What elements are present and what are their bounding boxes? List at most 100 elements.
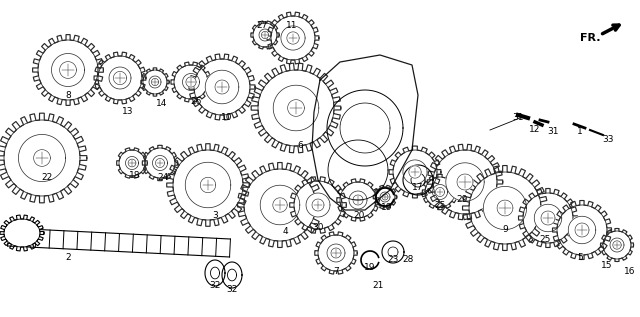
Text: 5: 5 [577,254,583,262]
Polygon shape [119,150,145,176]
Polygon shape [173,150,243,220]
Polygon shape [353,195,363,205]
Polygon shape [194,59,250,115]
Polygon shape [375,187,395,207]
Polygon shape [4,219,40,247]
Text: 9: 9 [502,225,508,235]
Polygon shape [380,192,390,202]
Polygon shape [34,150,51,166]
Text: 4: 4 [282,228,288,236]
Text: 15: 15 [601,261,612,269]
Polygon shape [603,231,631,259]
Polygon shape [312,199,324,211]
Polygon shape [497,200,513,216]
Text: 1: 1 [577,127,583,137]
Polygon shape [60,61,76,78]
Text: 7: 7 [333,268,339,276]
Polygon shape [152,78,159,86]
Polygon shape [403,160,427,184]
Polygon shape [19,134,65,182]
Polygon shape [331,248,341,258]
Polygon shape [244,169,316,241]
Polygon shape [557,205,607,255]
Polygon shape [253,23,277,47]
Text: 11: 11 [286,21,298,29]
Text: 3: 3 [212,210,218,219]
Polygon shape [273,198,287,212]
Text: 32: 32 [227,286,237,294]
Polygon shape [215,80,229,94]
Text: 21: 21 [372,281,384,289]
Polygon shape [258,70,334,146]
Text: 25: 25 [540,236,550,244]
Polygon shape [287,100,305,116]
Polygon shape [109,67,131,89]
Polygon shape [174,65,208,99]
Text: 6: 6 [297,140,303,150]
Polygon shape [393,150,437,194]
Polygon shape [610,238,624,252]
Polygon shape [125,157,138,170]
Polygon shape [433,184,447,199]
Text: 29: 29 [456,196,468,204]
Polygon shape [38,40,98,100]
Polygon shape [340,182,376,218]
Polygon shape [382,194,388,200]
Polygon shape [185,162,231,208]
Text: 33: 33 [602,135,614,145]
Text: 12: 12 [529,126,541,134]
Text: 19: 19 [364,263,376,273]
Polygon shape [534,204,562,232]
Polygon shape [457,174,473,190]
Polygon shape [4,120,80,196]
Text: 18: 18 [129,171,141,179]
Polygon shape [349,191,367,209]
Text: 22: 22 [42,173,52,183]
Polygon shape [260,185,300,225]
Polygon shape [483,186,527,230]
Text: 20: 20 [353,210,365,219]
Polygon shape [113,71,127,85]
Text: 16: 16 [624,268,636,276]
Text: 27: 27 [256,21,268,29]
Text: FR.: FR. [580,33,600,43]
Text: 25: 25 [435,200,445,210]
Polygon shape [200,177,216,193]
Text: 31: 31 [547,127,559,137]
Polygon shape [523,193,573,243]
Text: 8: 8 [65,90,71,100]
Text: 28: 28 [403,256,413,264]
Text: 17: 17 [412,184,424,192]
Text: 23: 23 [387,256,399,264]
Polygon shape [143,70,167,94]
Polygon shape [271,16,315,60]
Text: 32: 32 [209,281,221,289]
Polygon shape [541,211,555,225]
Text: 13: 13 [122,107,134,117]
Polygon shape [182,74,200,90]
Polygon shape [433,150,497,214]
Text: 19: 19 [381,204,393,212]
Polygon shape [425,177,455,207]
Polygon shape [294,181,342,229]
Polygon shape [409,166,421,178]
Polygon shape [327,244,345,262]
Polygon shape [613,241,621,249]
Text: 14: 14 [156,99,168,107]
Polygon shape [287,32,299,44]
Polygon shape [205,70,239,104]
Polygon shape [128,159,136,167]
Text: 2: 2 [65,254,71,262]
Polygon shape [261,31,269,39]
Text: 31: 31 [512,113,524,122]
Polygon shape [259,29,271,41]
Polygon shape [575,223,589,237]
Polygon shape [568,216,596,244]
Polygon shape [186,77,196,87]
Polygon shape [149,76,161,88]
Polygon shape [273,85,319,131]
Polygon shape [281,26,305,50]
Text: 30: 30 [312,223,324,231]
Text: 26: 26 [190,98,202,107]
Polygon shape [469,172,541,244]
